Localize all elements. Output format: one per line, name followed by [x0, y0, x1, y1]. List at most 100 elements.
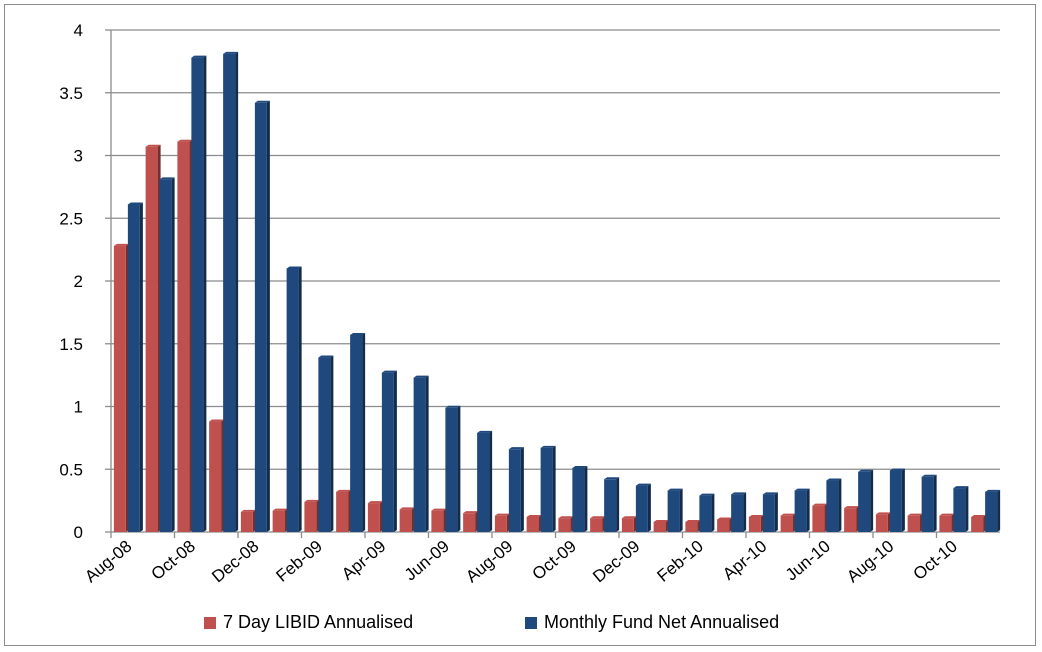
bar-side	[870, 469, 874, 532]
x-tick-label: Feb-09	[272, 537, 325, 586]
bar-front	[731, 494, 744, 532]
bar-fund-Aug-10	[889, 468, 905, 532]
bar-front	[748, 516, 761, 532]
x-tick-label: Feb-10	[653, 537, 706, 586]
bar-top	[685, 519, 701, 522]
bar-top	[413, 375, 429, 378]
bar-libid-Oct-10	[939, 513, 955, 532]
bar-side	[362, 332, 366, 532]
bar-side	[806, 488, 810, 532]
bar-libid-Feb-09	[304, 499, 320, 532]
bar-top	[748, 514, 764, 517]
gridlines	[111, 29, 1000, 470]
bar-side	[679, 488, 683, 532]
bar-side	[330, 355, 334, 532]
bar-libid-Jul-10	[844, 506, 860, 532]
bar-front	[717, 519, 730, 532]
bar-libid-Jun-09	[431, 508, 447, 532]
bar-top	[145, 144, 161, 147]
bar-libid-Nov-08	[209, 419, 225, 532]
bar-side	[584, 465, 588, 532]
bar-fund-Nov-08	[223, 51, 239, 532]
legend-label: 7 Day LIBID Annualised	[223, 612, 413, 632]
bar-top	[590, 516, 606, 519]
bar-libid-Mar-09	[336, 489, 352, 532]
bar-front	[445, 407, 458, 532]
bar-front	[350, 334, 363, 532]
bar-fund-Feb-09	[318, 355, 334, 532]
bar-top	[794, 488, 810, 491]
bar-libid-Aug-08	[113, 243, 129, 533]
bar-libid-Jun-10	[812, 503, 828, 532]
bar-top	[272, 508, 288, 511]
x-tick-label: Aug-09	[462, 537, 516, 587]
bar-top	[254, 100, 270, 103]
x-tick-label: Apr-10	[719, 537, 770, 584]
x-tick-label: Jun-10	[782, 537, 834, 585]
bar-side	[298, 266, 302, 532]
bar-top	[717, 517, 733, 520]
y-tick-label: 4	[74, 21, 83, 40]
bar-front	[685, 521, 698, 532]
bar-top	[921, 474, 937, 477]
bar-side	[711, 493, 715, 532]
bar-side	[774, 492, 778, 532]
bar-fund-Oct-09	[572, 465, 588, 532]
bar-top	[445, 405, 461, 408]
bar-side	[901, 468, 905, 532]
bar-top	[127, 202, 143, 205]
bar-libid-Nov-10	[971, 514, 987, 532]
bar-libid-Sep-10	[907, 513, 923, 532]
bar-libid-Apr-09	[367, 501, 383, 532]
bar-top	[477, 430, 493, 433]
y-tick-label: 2.5	[59, 209, 83, 228]
bar-front	[159, 179, 172, 532]
bar-top	[621, 516, 637, 519]
bar-front	[177, 141, 190, 532]
bar-front	[875, 514, 888, 532]
y-tick-label: 3.5	[59, 84, 83, 103]
bar-top	[494, 513, 510, 516]
bar-top	[113, 243, 129, 246]
bar-fund-Jun-10	[826, 478, 842, 532]
bar-fund-Mar-09	[350, 332, 366, 532]
x-tick-label: Aug-08	[81, 537, 135, 587]
bar-top	[336, 489, 352, 492]
bar-top	[604, 477, 620, 480]
bar-front	[336, 491, 349, 532]
bar-front	[145, 146, 158, 532]
bar-top	[826, 478, 842, 481]
bar-side	[266, 100, 270, 532]
bar-fund-Feb-10	[699, 493, 715, 532]
x-tick-label: Aug-10	[843, 537, 897, 587]
bar-top	[558, 516, 574, 519]
bar-front	[921, 476, 934, 532]
bar-side	[235, 51, 239, 532]
y-tick-label: 1.5	[59, 335, 83, 354]
bar-libid-Apr-10	[748, 514, 764, 532]
bar-front	[889, 470, 902, 532]
x-axis-ticks: Aug-08 Oct-08 Dec-08 Feb-09 Apr-09 Jun-09 Aug-…	[81, 537, 961, 587]
bar-libid-Dec-09	[621, 516, 637, 532]
bar-front	[858, 471, 871, 532]
bar-front	[223, 53, 236, 532]
bar-top	[635, 483, 651, 486]
bar-side	[520, 447, 524, 532]
bar-top	[223, 51, 239, 54]
bar-top	[953, 486, 969, 489]
bar-side	[552, 445, 556, 532]
bar-top	[572, 465, 588, 468]
bar-front	[477, 432, 490, 532]
bar-front	[780, 515, 793, 532]
bar-front	[844, 508, 857, 532]
bar-fund-Mar-10	[731, 492, 747, 532]
bar-top	[653, 519, 669, 522]
x-tick-label: Oct-08	[148, 537, 199, 584]
bar-front	[572, 467, 585, 532]
bar-fund-Dec-09	[635, 483, 651, 532]
bar-top	[762, 492, 778, 495]
bar-front	[367, 503, 380, 532]
bar-top	[399, 507, 415, 510]
bar-front	[558, 518, 571, 532]
